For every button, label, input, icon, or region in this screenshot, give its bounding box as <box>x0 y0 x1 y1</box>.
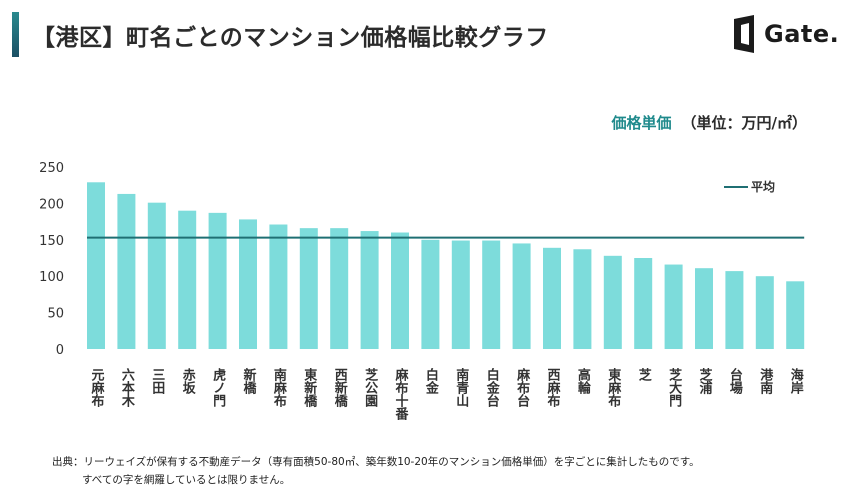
x-tick-label: 白金 <box>423 367 440 395</box>
bar-4 <box>208 212 227 349</box>
bar-17 <box>603 255 622 349</box>
bar-22 <box>755 276 774 349</box>
bar-18 <box>634 258 653 349</box>
x-tick-label: 台場 <box>727 367 743 395</box>
x-tick-label: 高輪 <box>575 367 591 395</box>
x-tick-label: 赤坂 <box>180 367 196 395</box>
x-tick-label: 西麻布 <box>545 368 562 408</box>
bars <box>87 182 805 349</box>
y-tick-label: 150 <box>39 234 64 249</box>
y-tick-label: 50 <box>47 307 64 322</box>
bar-15 <box>543 247 561 349</box>
x-tick-label: 芝 <box>636 367 652 382</box>
x-tick-label: 西新橋 <box>332 368 348 408</box>
page-title: 【港区】町名ごとのマンション価格幅比較グラフ <box>32 25 549 51</box>
y-axis: 0 50 100 150 200 250 <box>39 161 64 358</box>
bar-2 <box>147 202 166 349</box>
bar-chart: 0 50 100 150 200 250 元麻布 六本木 三田 赤坂 虎ノ門 新橋 南麻布 東新橋 西新橋… <box>39 161 805 421</box>
bar-9 <box>360 231 379 349</box>
logo-text: Gate. <box>764 20 840 48</box>
bar-3 <box>178 210 197 349</box>
y-tick-label: 250 <box>39 161 64 176</box>
gate-logo-icon <box>734 15 754 53</box>
footnote-disclaimer: すべての字を網羅しているとは限りません。 <box>82 474 291 486</box>
bar-13 <box>482 240 501 349</box>
x-tick-label: 麻布台 <box>514 367 531 408</box>
x-tick-label: 芝浦 <box>697 367 713 395</box>
y-tick-label: 200 <box>39 197 64 212</box>
unit-label: 価格単価 （単位：万円/㎡） <box>612 112 808 133</box>
bar-11 <box>421 239 440 349</box>
x-tick-label: 三田 <box>149 368 165 395</box>
bar-12 <box>451 240 470 349</box>
bar-10 <box>391 232 409 349</box>
x-tick-label: 芝大門 <box>666 367 682 408</box>
x-tick-label: 東麻布 <box>605 367 622 408</box>
bar-5 <box>239 219 257 349</box>
gate-logo: Gate. <box>732 14 839 54</box>
x-tick-label: 港南 <box>757 367 773 395</box>
x-tick-label: 虎ノ門 <box>210 367 226 408</box>
legend-average-label: 平均 <box>751 179 775 194</box>
x-tick-label: 元麻布 <box>89 368 106 408</box>
x-tick-label: 麻布十番 <box>393 367 410 421</box>
x-tick-label: 芝公園 <box>362 367 378 408</box>
x-axis-labels: 元麻布 六本木 三田 赤坂 虎ノ門 新橋 南麻布 東新橋 西新橋 芝公園 麻布十番 白金 南青山 白金台麻… <box>89 367 804 421</box>
bar-20 <box>695 268 713 349</box>
x-tick-label: 六本木 <box>119 367 135 408</box>
bar-7 <box>299 228 318 349</box>
y-tick-label: 0 <box>56 343 64 358</box>
x-tick-label: 白金台 <box>484 367 501 408</box>
bar-19 <box>664 264 683 349</box>
x-tick-label: 東新橋 <box>301 367 317 408</box>
footnote-source: 出典：リーウェイズが保有する不動産データ（専有面積50-80㎡、築年数10-20… <box>52 456 700 468</box>
x-tick-label: 南麻布 <box>271 367 288 408</box>
y-tick-label: 100 <box>39 270 64 285</box>
x-tick-label: 新橋 <box>241 367 257 395</box>
unit-text: （単位：万円/㎡） <box>681 114 807 132</box>
bar-16 <box>573 249 592 349</box>
bar-21 <box>725 271 744 349</box>
legend: 平均 <box>724 179 775 194</box>
bar-14 <box>512 243 531 349</box>
measure-label: 価格単価 <box>611 114 672 132</box>
bar-0 <box>87 182 105 349</box>
bar-1 <box>117 193 136 349</box>
x-tick-label: 南青山 <box>453 367 469 408</box>
bar-6 <box>269 224 288 349</box>
title-accent-bar <box>12 12 19 57</box>
x-tick-label: 海岸 <box>788 367 804 395</box>
bar-8 <box>330 228 349 349</box>
bar-23 <box>786 281 805 349</box>
